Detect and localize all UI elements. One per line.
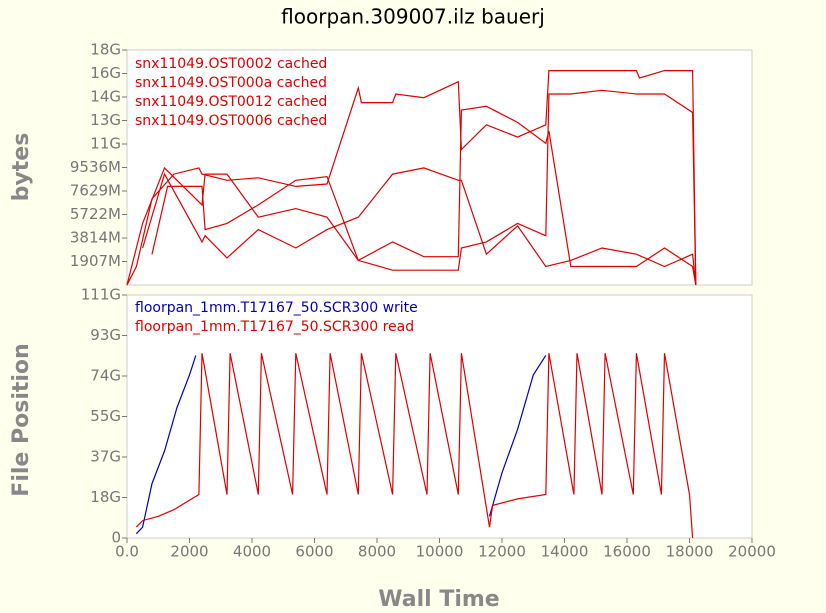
y-tick-label: 3814M <box>70 229 121 247</box>
y-axis-label: bytes <box>9 133 34 202</box>
chart-title: floorpan.309007.ilz bauerj <box>281 5 545 29</box>
y-tick-label: 7629M <box>70 182 121 200</box>
y-tick-label: 5722M <box>70 205 121 223</box>
legend-entry: floorpan_1mm.T17167_50.SCR300 read <box>135 319 414 335</box>
y-tick-label: 1907M <box>70 252 121 270</box>
x-axis-label: Wall Time <box>378 587 499 612</box>
y-tick-label: 93G <box>90 326 121 344</box>
y-tick-label: 13G <box>90 111 121 129</box>
x-tick-label: 18000 <box>666 543 714 561</box>
x-tick-label: 20000 <box>728 543 776 561</box>
y-tick-label: 0 <box>111 529 121 547</box>
x-tick-label: 16000 <box>603 543 651 561</box>
x-tick-label: 14000 <box>541 543 589 561</box>
y-tick-label: 18G <box>90 488 121 506</box>
legend-entry: snx11049.OST0006 cached <box>135 113 327 129</box>
x-tick-label: 0.0 <box>115 543 139 561</box>
x-tick-label: 8000 <box>358 543 396 561</box>
x-tick-label: 4000 <box>233 543 271 561</box>
y-tick-label: 37G <box>90 448 121 466</box>
legend-entry: snx11049.OST0012 cached <box>135 94 327 110</box>
y-axis-label: File Position <box>9 343 34 496</box>
y-tick-label: 9536M <box>70 158 121 176</box>
series-line <box>126 89 697 286</box>
series-line <box>126 70 697 286</box>
x-tick-label: 6000 <box>295 543 333 561</box>
y-tick-label: 111G <box>81 286 121 304</box>
x-tick-label: 2000 <box>170 543 208 561</box>
plot-area <box>126 49 753 286</box>
series-line <box>151 105 697 286</box>
legend-entry: snx11049.OST000a cached <box>135 75 327 91</box>
legend-entry: snx11049.OST0002 cached <box>135 56 327 72</box>
series-line <box>142 167 697 286</box>
y-tick-label: 55G <box>90 407 121 425</box>
series-line <box>135 353 694 539</box>
y-tick-label: 14G <box>90 88 121 106</box>
legend-entry: floorpan_1mm.T17167_50.SCR300 write <box>135 300 418 316</box>
y-tick-label: 16G <box>90 64 121 82</box>
series-line <box>135 355 547 535</box>
y-tick-label: 18G <box>90 41 121 59</box>
y-tick-label: 74G <box>90 367 121 385</box>
x-tick-label: 12000 <box>478 543 526 561</box>
x-tick-label: 10000 <box>416 543 464 561</box>
y-tick-label: 11G <box>90 134 121 152</box>
